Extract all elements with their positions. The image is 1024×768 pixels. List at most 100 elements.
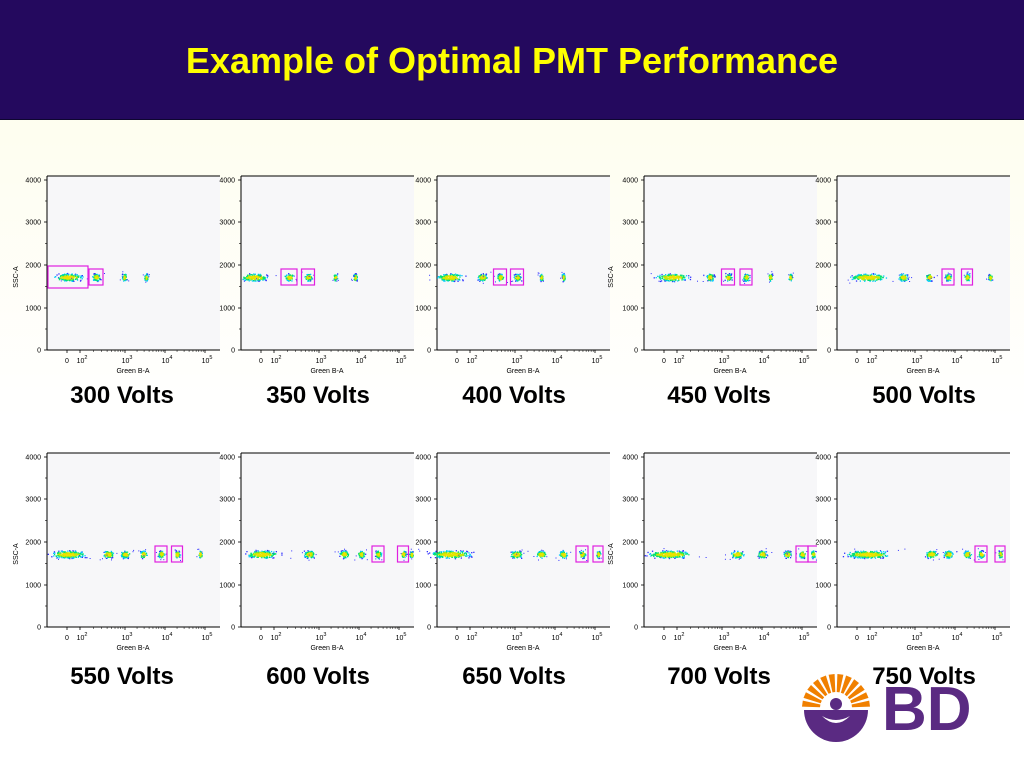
y-tick-label: 4000 [815,178,831,185]
x-tick-label: 105 [396,355,407,365]
y-tick-label: 0 [827,348,831,355]
x-tick-label: 103 [122,632,133,642]
y-tick-label: 0 [37,348,41,355]
x-tick-label: 0 [855,358,859,365]
cell-population [493,273,508,283]
logo-bowl [804,710,868,742]
y-tick-label: 2000 [415,540,431,547]
plot-area [241,176,414,350]
cell-population [116,549,135,560]
x-tick-label: 102 [271,632,282,642]
cell-population [477,271,492,284]
x-tick-label: 105 [396,632,407,642]
gate-rectangle [371,545,385,563]
y-tick-label: 1000 [219,306,235,313]
y-tick-label: 3000 [815,220,831,227]
logo-sun-ray [851,700,870,708]
plot-area [47,176,220,350]
y-tick-label: 4000 [622,455,638,462]
cell-population [537,272,544,283]
cell-population [977,548,986,560]
gate-rectangle [960,268,974,286]
cell-population [332,273,339,282]
cell-population [334,548,350,560]
cell-population [99,550,115,561]
x-tick-label: 102 [467,632,478,642]
cell-population [351,273,358,282]
cell-population [702,273,716,282]
gate-rectangle [47,265,89,289]
x-tick-label: 103 [122,355,133,365]
x-axis-label: Green B-A [906,368,939,373]
gate-rectangle [720,268,736,286]
plot-svg: 4000 3000 2000 1000 0 0 102 103 104 105 Green B-A S… [608,452,817,650]
x-tick-label: 105 [799,632,810,642]
y-tick-label: 2000 [622,263,638,270]
y-tick-label: 4000 [25,455,41,462]
gate-rectangle [88,268,104,286]
cytometry-plot: 4000 3000 2000 1000 0 0 102 103 104 105 Green B-A [204,445,414,650]
y-tick-label: 3000 [25,497,41,504]
y-tick-label: 4000 [219,178,235,185]
x-axis-label: Green B-A [116,368,149,373]
y-tick-label: 1000 [622,306,638,313]
cell-population [119,271,130,282]
x-tick-label: 104 [759,355,770,365]
y-axis-label: SSC-A [13,543,20,565]
gate-rectangle [170,545,184,563]
y-axis-label: SSC-A [608,543,615,565]
logo-sun-ray [807,685,825,700]
cell-population [174,549,182,561]
voltage-label: 300 Volts [70,382,174,409]
logo-sun-ray [820,675,832,694]
logo-sun-ray [802,700,821,708]
y-tick-label: 1000 [415,583,431,590]
y-tick-label: 1000 [219,583,235,590]
gate-rectangle [941,268,955,286]
x-tick-label: 103 [512,632,523,642]
logo-sun-ray [836,674,844,693]
y-tick-label: 4000 [219,455,235,462]
logo-sun-ray [844,679,859,697]
x-tick-label: 0 [259,358,263,365]
voltage-label: 650 Volts [462,663,566,690]
x-tick-label: 104 [356,355,367,365]
cell-population [560,271,566,283]
x-tick-label: 0 [65,635,69,642]
voltage-label: 550 Volts [70,663,174,690]
y-tick-label: 2000 [622,540,638,547]
cell-population [924,549,940,561]
x-tick-label: 104 [552,355,563,365]
x-tick-label: 105 [992,355,1003,365]
cell-population [301,271,315,282]
y-tick-label: 0 [634,348,638,355]
cell-population [962,548,976,561]
x-tick-label: 0 [662,635,666,642]
gate-rectangle [154,545,168,563]
cell-population [408,548,414,560]
voltage-label: 750 Volts [872,663,976,690]
cell-population [155,550,167,561]
plot-area [47,453,220,627]
cell-population [811,550,817,561]
x-axis-label: Green B-A [906,645,939,650]
y-tick-label: 2000 [815,540,831,547]
x-tick-label: 102 [467,355,478,365]
y-tick-label: 1000 [415,306,431,313]
cell-population [196,548,203,559]
x-tick-label: 102 [867,355,878,365]
gate-rectangle [974,545,988,563]
cell-population [510,273,523,282]
cytometry-plot: 4000 3000 2000 1000 0 0 102 103 104 105 Green B-A S… [10,445,220,650]
cytometry-plot: 4000 3000 2000 1000 0 0 102 103 104 105 Green B-A S… [607,168,817,373]
plot-svg: 4000 3000 2000 1000 0 0 102 103 104 105 Green B-A S… [13,175,220,373]
gate-rectangle [739,268,753,286]
gate-rectangle [396,545,410,563]
x-tick-label: 102 [77,632,88,642]
y-tick-label: 4000 [25,178,41,185]
gate-rectangle [509,268,525,286]
bd-logo-icon: BD [802,674,972,744]
cell-population [418,548,475,560]
slide-title: Example of Optimal PMT Performance [185,40,839,81]
cytometry-plot: 4000 3000 2000 1000 0 0 102 103 104 105 Green B-A S… [10,168,220,373]
